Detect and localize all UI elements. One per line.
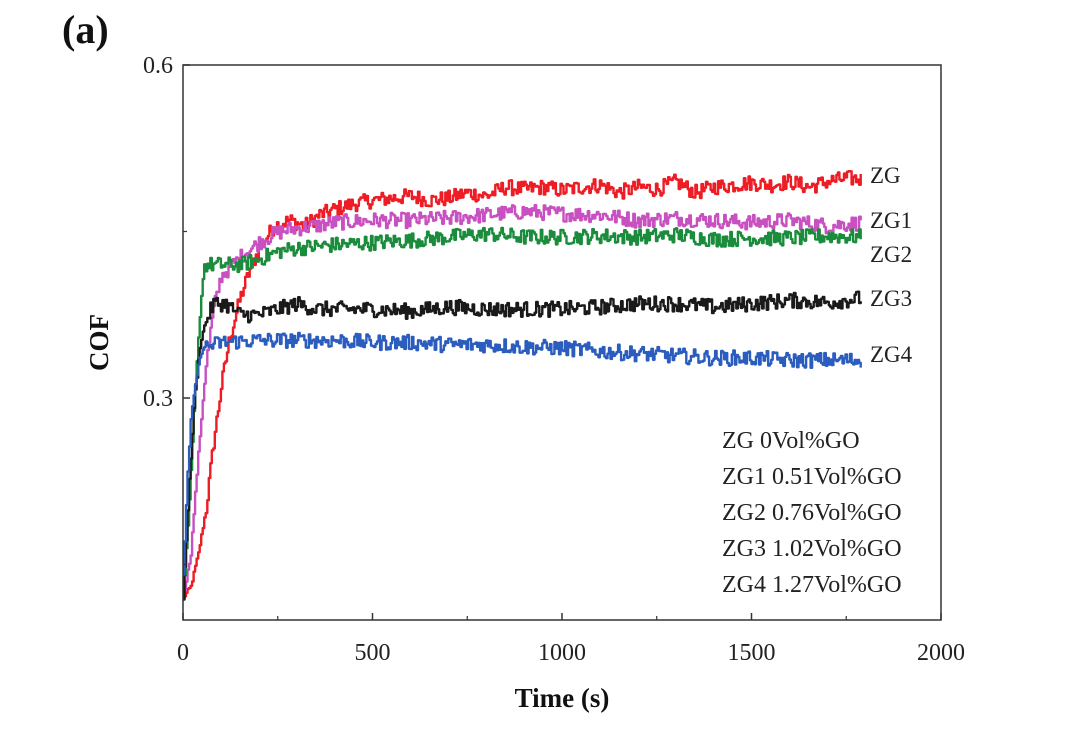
x-tick-label: 1000 [538, 640, 586, 666]
panel-label: (a) [62, 7, 109, 52]
series-label-zg1: ZG1 [870, 208, 912, 233]
x-tick-label: 2000 [917, 640, 965, 666]
series-line-zg3 [183, 290, 862, 601]
series-label-zg4: ZG4 [870, 342, 913, 367]
series-line-zg4 [183, 331, 862, 576]
legend-entry: ZG4 1.27Vol%GO [722, 572, 902, 598]
legend-entry: ZG 0Vol%GO [722, 428, 860, 454]
x-axis-title: Time (s) [515, 683, 610, 713]
legend: ZG 0Vol%GO ZG1 0.51Vol%GO ZG2 0.76Vol%GO ZG… [722, 428, 902, 598]
legend-entry: ZG1 0.51Vol%GO [722, 464, 902, 490]
y-tick-label: 0.3 [143, 386, 173, 412]
x-tick-label: 500 [355, 640, 391, 666]
tick-layer: 0 500 1000 1500 2000 0.3 0.6 [143, 53, 965, 666]
y-tick-label: 0.6 [143, 53, 173, 79]
series-line-zg2 [183, 226, 862, 600]
legend-entry: ZG2 0.76Vol%GO [722, 500, 902, 526]
series-label-layer: ZG ZG1 ZG2 ZG3 ZG4 [870, 163, 913, 367]
series-label-zg3: ZG3 [870, 286, 912, 311]
series-layer [183, 170, 862, 601]
series-label-zg: ZG [870, 163, 901, 188]
series-label-zg2: ZG2 [870, 242, 912, 267]
y-axis-title: COF [84, 314, 114, 371]
x-tick-label: 1500 [728, 640, 776, 666]
legend-entry: ZG3 1.02Vol%GO [722, 536, 902, 562]
x-tick-label: 0 [177, 640, 189, 666]
series-line-zg1 [183, 204, 862, 600]
